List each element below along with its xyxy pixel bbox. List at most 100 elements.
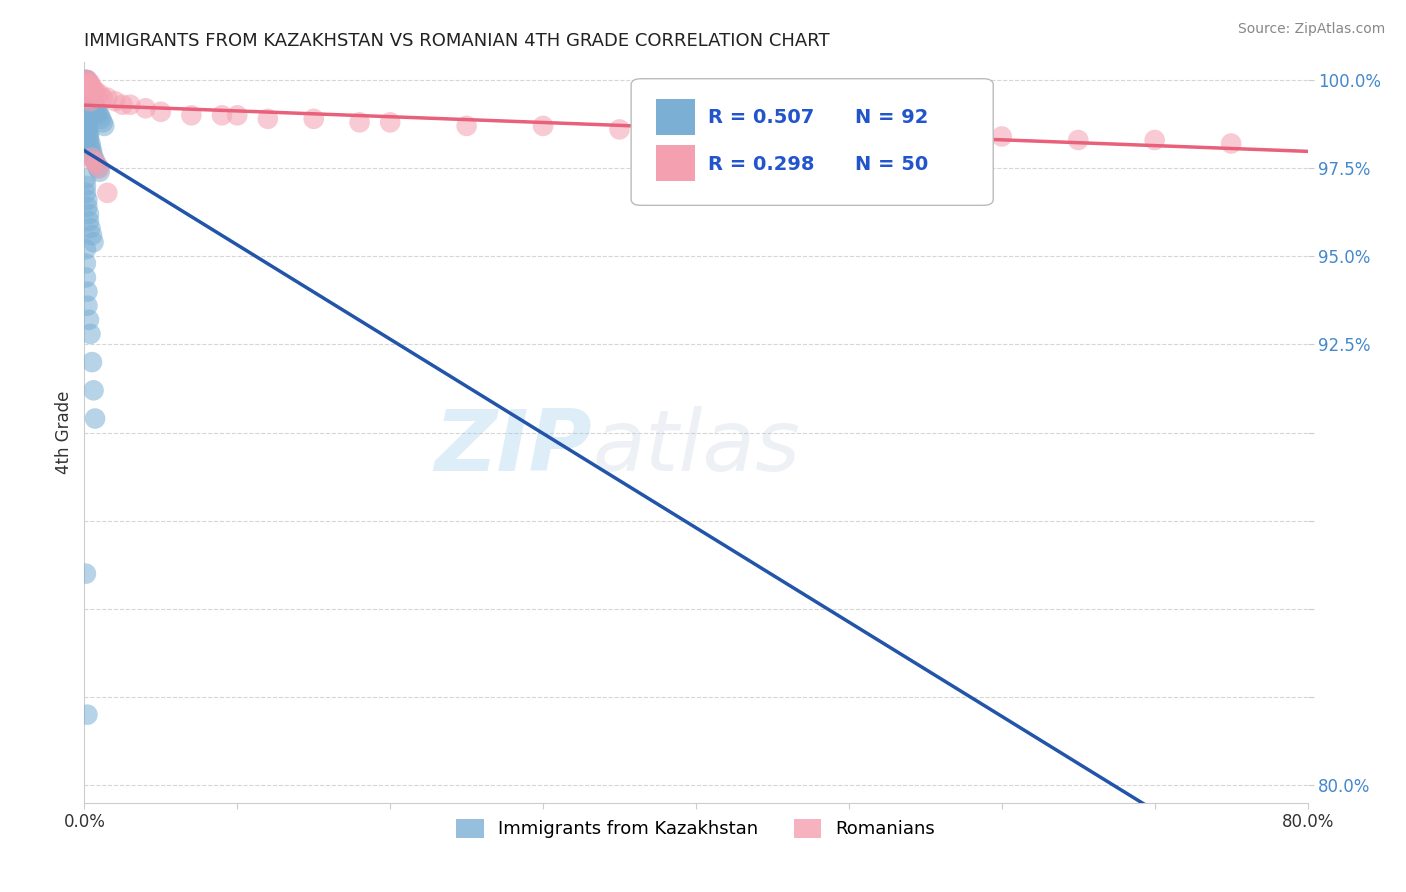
Point — [83, 97, 105, 112]
Point — [991, 129, 1014, 144]
Point — [257, 112, 280, 126]
Text: R = 0.507: R = 0.507 — [709, 108, 814, 127]
Point — [75, 115, 97, 129]
Point — [76, 77, 98, 91]
Point — [76, 299, 98, 313]
Legend: Immigrants from Kazakhstan, Romanians: Immigrants from Kazakhstan, Romanians — [450, 812, 942, 846]
Point — [211, 108, 233, 122]
Point — [80, 355, 103, 369]
Point — [77, 97, 100, 112]
Text: N = 50: N = 50 — [855, 155, 928, 174]
Bar — [655, 99, 695, 135]
Point — [77, 126, 100, 140]
Point — [180, 108, 202, 122]
Bar — [655, 145, 695, 181]
Point — [77, 94, 100, 108]
Point — [120, 97, 142, 112]
Point — [76, 707, 98, 722]
Point — [96, 91, 118, 105]
Point — [79, 221, 101, 235]
Point — [76, 84, 98, 98]
Point — [76, 126, 98, 140]
Point — [104, 94, 127, 108]
Y-axis label: 4th Grade: 4th Grade — [55, 391, 73, 475]
Point — [75, 77, 97, 91]
Point — [75, 77, 97, 91]
Point — [89, 87, 111, 102]
Point — [349, 115, 371, 129]
Point — [96, 186, 118, 200]
Point — [76, 87, 98, 102]
Point — [79, 77, 101, 91]
Point — [80, 91, 103, 105]
Point — [838, 126, 860, 140]
Point — [77, 214, 100, 228]
Point — [79, 326, 101, 341]
Point — [76, 80, 98, 95]
Point — [456, 119, 478, 133]
Point — [75, 566, 97, 581]
Point — [83, 151, 105, 165]
Point — [80, 228, 103, 243]
Point — [75, 91, 97, 105]
Point — [86, 158, 108, 172]
Point — [89, 161, 111, 176]
Point — [77, 129, 100, 144]
Point — [77, 84, 100, 98]
Point — [77, 80, 100, 95]
Point — [89, 165, 111, 179]
Point — [79, 80, 101, 95]
Point — [79, 94, 101, 108]
Point — [76, 80, 98, 95]
Point — [77, 207, 100, 221]
Point — [84, 84, 107, 98]
Point — [83, 384, 105, 398]
Point — [80, 151, 103, 165]
Point — [87, 161, 110, 176]
Point — [75, 73, 97, 87]
Point — [79, 80, 101, 95]
Point — [75, 119, 97, 133]
Point — [75, 73, 97, 87]
Point — [76, 77, 98, 91]
Point — [90, 112, 112, 126]
Point — [75, 87, 97, 102]
Point — [83, 154, 105, 169]
Text: ZIP: ZIP — [434, 406, 592, 489]
Point — [84, 97, 107, 112]
FancyBboxPatch shape — [631, 78, 993, 205]
Point — [75, 178, 97, 193]
Point — [76, 87, 98, 102]
Point — [77, 87, 100, 102]
Point — [83, 235, 105, 250]
Point — [1220, 136, 1243, 151]
Point — [76, 91, 98, 105]
Point — [380, 115, 402, 129]
Point — [76, 94, 98, 108]
Point — [75, 87, 97, 102]
Point — [75, 242, 97, 256]
Point — [226, 108, 249, 122]
Point — [80, 84, 103, 98]
Point — [76, 73, 98, 87]
Point — [89, 108, 111, 122]
Point — [80, 87, 103, 102]
Point — [79, 87, 101, 102]
Point — [84, 154, 107, 169]
Point — [76, 84, 98, 98]
Point — [84, 101, 107, 115]
Point — [91, 91, 114, 105]
Point — [80, 147, 103, 161]
Point — [76, 73, 98, 87]
Point — [77, 80, 100, 95]
Point — [75, 84, 97, 98]
Point — [75, 108, 97, 122]
Text: N = 92: N = 92 — [855, 108, 928, 127]
Point — [609, 122, 631, 136]
Point — [79, 84, 101, 98]
Point — [1067, 133, 1090, 147]
Point — [75, 84, 97, 98]
Text: Source: ZipAtlas.com: Source: ZipAtlas.com — [1237, 22, 1385, 37]
Text: R = 0.298: R = 0.298 — [709, 155, 814, 174]
Point — [76, 285, 98, 299]
